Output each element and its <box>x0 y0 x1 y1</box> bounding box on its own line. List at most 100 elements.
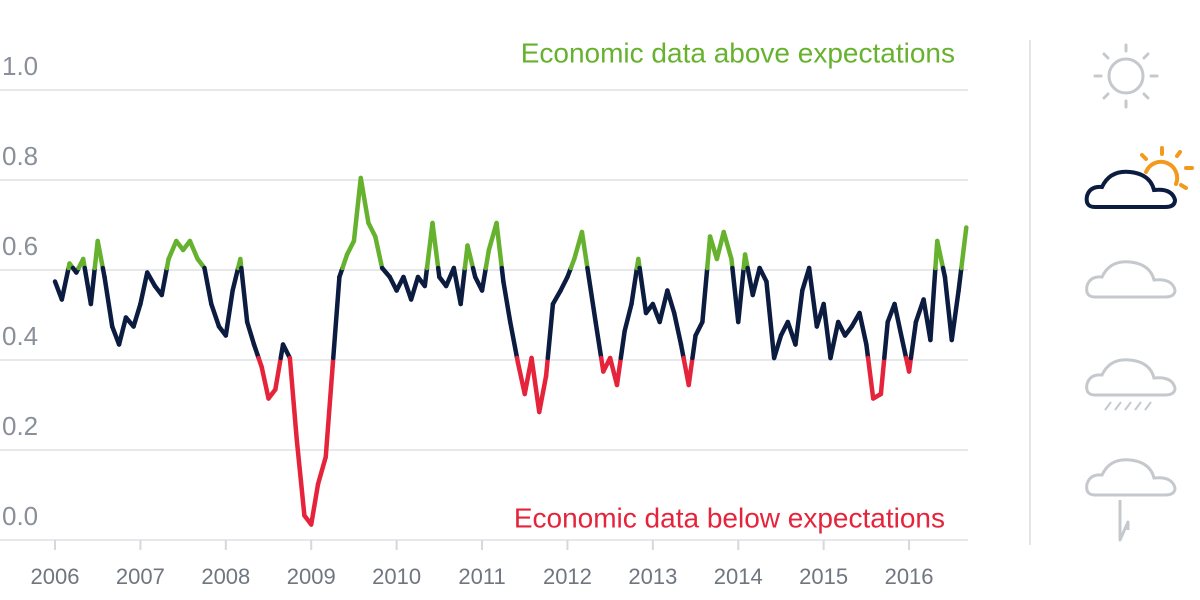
x-tick-label: 2011 <box>458 564 505 589</box>
line-segment <box>543 355 551 379</box>
line-segment <box>187 238 200 262</box>
line-segment <box>622 301 634 334</box>
line-segment <box>287 355 299 442</box>
x-tick-label: 2009 <box>287 564 336 589</box>
line-segment <box>714 229 726 262</box>
line-segment <box>537 373 549 415</box>
line-segment <box>507 319 520 361</box>
y-tick-label: 0.4 <box>2 321 38 351</box>
line-segment <box>501 279 513 325</box>
line-segment <box>340 252 350 271</box>
line-segment <box>88 265 98 307</box>
line-segment <box>308 481 321 527</box>
line-segment <box>244 319 257 347</box>
line-segment <box>529 355 542 415</box>
line-segment <box>878 355 887 397</box>
line-segment <box>550 288 563 307</box>
annotation-below: Economic data below expectations <box>514 502 945 533</box>
line-segment <box>657 288 670 325</box>
line-segment <box>928 265 938 343</box>
line-segment <box>273 355 283 392</box>
line-segment <box>942 274 955 343</box>
line-segment <box>865 355 876 401</box>
line-segment <box>864 342 871 361</box>
line-segment <box>593 319 604 361</box>
line-segment <box>366 220 378 239</box>
line-segment <box>251 342 261 361</box>
icon-sun <box>1093 43 1159 109</box>
line-segment <box>138 270 150 307</box>
line-segment <box>102 274 115 329</box>
x-tick-label: 2006 <box>31 564 80 589</box>
line-segment <box>935 238 946 271</box>
line-segment <box>721 229 734 262</box>
line-segment <box>959 225 969 271</box>
line-segment <box>806 265 820 329</box>
line-segment <box>230 265 241 293</box>
line-segment <box>700 265 710 325</box>
line-segment <box>159 265 170 298</box>
line-segment <box>899 337 909 361</box>
line-segment <box>956 265 964 293</box>
line-segment <box>614 355 624 388</box>
line-segment <box>430 220 441 271</box>
line-segment <box>821 301 833 361</box>
line-segment <box>209 301 222 329</box>
line-segment <box>665 288 677 316</box>
icon-storm <box>1085 458 1177 542</box>
line-segment <box>351 175 364 244</box>
icon-cloud <box>1085 260 1177 299</box>
line-segment <box>116 315 129 347</box>
line-segment <box>483 247 492 271</box>
x-tick-label: 2015 <box>799 564 848 589</box>
line-segment <box>736 265 746 325</box>
icon-partly-cloudy <box>1084 146 1194 209</box>
line-segment <box>422 265 430 289</box>
y-tick-label: 0.0 <box>2 501 38 531</box>
x-tick-label: 2010 <box>372 564 421 589</box>
line-segment <box>144 270 158 289</box>
line-segment <box>131 301 143 329</box>
x-tick-label: 2012 <box>543 564 592 589</box>
line-segment <box>693 319 705 338</box>
line-segment <box>239 265 250 325</box>
line-segment <box>908 319 919 361</box>
line-segment <box>742 252 750 271</box>
line-segment <box>764 279 777 361</box>
line-segment <box>857 310 869 347</box>
line-segment <box>202 265 214 307</box>
line-segment <box>750 265 762 298</box>
line-segment <box>545 301 556 361</box>
line-segment <box>558 274 570 293</box>
line-segment <box>671 310 684 347</box>
y-tick-label: 0.2 <box>2 411 38 441</box>
line-segment <box>771 333 784 361</box>
x-tick-label: 2016 <box>885 564 934 589</box>
line-segment <box>358 175 371 226</box>
x-tick-label: 2014 <box>714 564 763 589</box>
line-segment <box>882 319 890 361</box>
x-tick-label: 2008 <box>201 564 250 589</box>
line-segment <box>465 243 476 271</box>
icon-rain <box>1085 358 1177 411</box>
line-segment <box>344 238 357 257</box>
line-segment <box>59 265 71 302</box>
line-segment <box>223 288 235 338</box>
line-segment <box>373 234 385 271</box>
line-segment <box>949 288 961 343</box>
y-tick-label: 1.0 <box>2 51 38 81</box>
line-segment <box>678 342 686 361</box>
line-segment <box>686 355 695 388</box>
x-tick-label: 2007 <box>116 564 165 589</box>
line-segment <box>494 220 505 271</box>
line-segment <box>618 328 627 361</box>
line-segment <box>835 319 848 338</box>
line-segment <box>323 364 335 460</box>
y-tick-label: 0.6 <box>2 231 38 261</box>
line-segment <box>479 265 489 293</box>
line-segment <box>828 319 841 361</box>
line-segment <box>259 364 271 401</box>
line-segment <box>586 274 598 325</box>
line-segment <box>892 301 905 343</box>
